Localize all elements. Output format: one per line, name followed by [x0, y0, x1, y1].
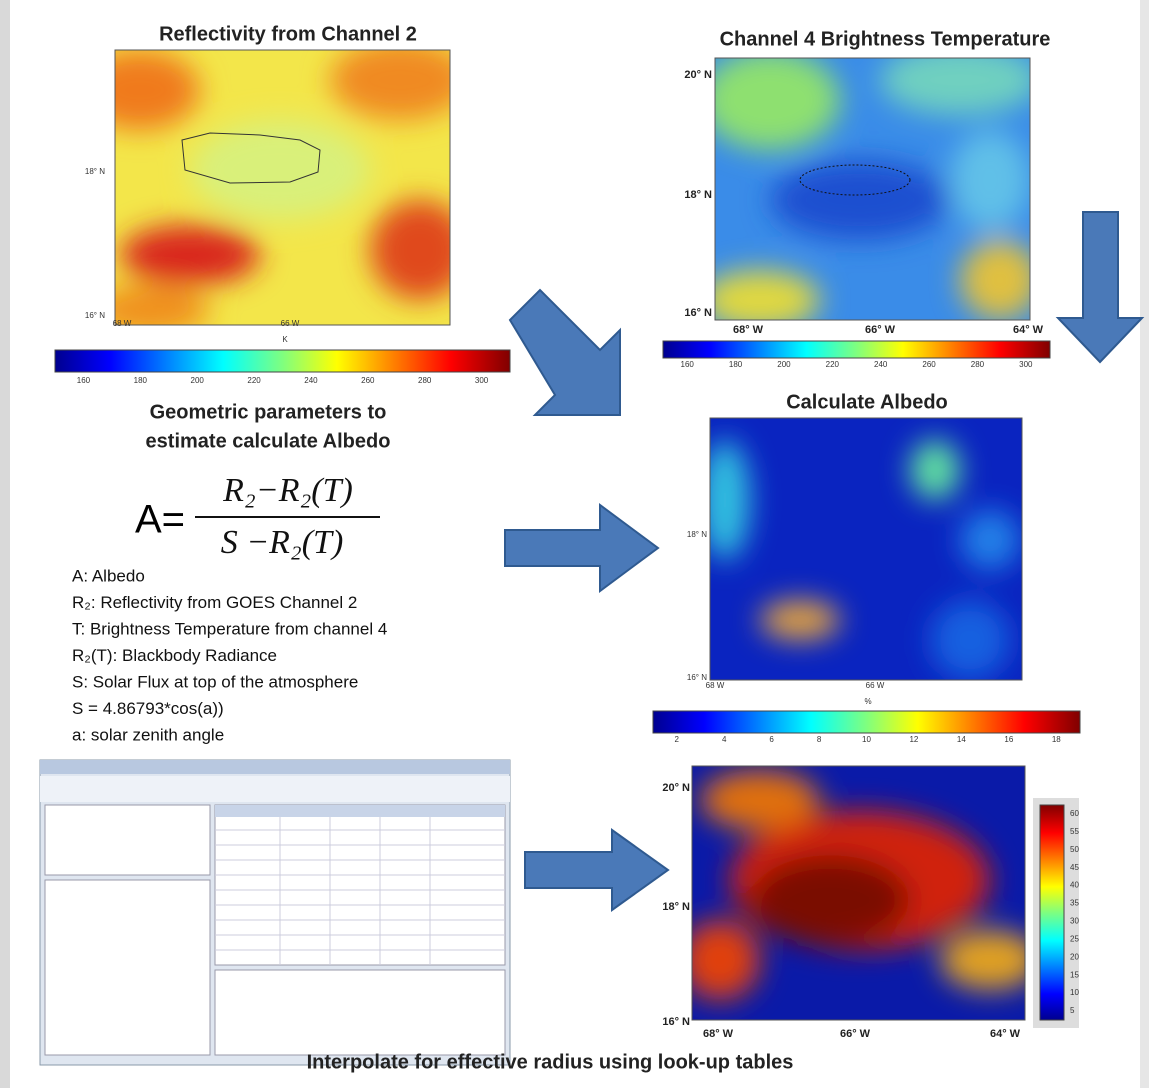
y-label: 18° N — [684, 189, 712, 201]
formula-numerator: R₂−R₂(T) — [222, 472, 353, 509]
colorbar-unit: % — [864, 697, 871, 706]
colorbar-tick: 240 — [874, 360, 888, 369]
y-label: 16° N — [662, 1016, 690, 1028]
colorbar-tick: 15 — [1070, 970, 1079, 979]
colorbar-tick: 300 — [475, 376, 489, 385]
method-heading: Geometric parameters to — [150, 401, 387, 423]
x-label: 66° W — [865, 324, 896, 336]
colorbar — [1040, 805, 1064, 1020]
definition: a: solar zenith angle — [72, 725, 224, 744]
edge — [0, 0, 10, 1088]
y-label: 16° N — [85, 311, 105, 320]
x-label: 68 W — [113, 319, 132, 328]
colorbar-tick: 5 — [1070, 1006, 1075, 1015]
colorbar-tick: 300 — [1019, 360, 1033, 369]
colorbar-tick: 45 — [1070, 863, 1079, 872]
colorbar-tick: 20 — [1070, 952, 1079, 961]
colorbar — [653, 711, 1080, 733]
y-label: 18° N — [85, 167, 105, 176]
colorbar-tick: 200 — [777, 360, 791, 369]
colorbar-tick: 180 — [729, 360, 743, 369]
y-label: 18° N — [687, 530, 707, 539]
definition: T: Brightness Temperature from channel 4 — [72, 619, 387, 638]
definition: R₂: Reflectivity from GOES Channel 2 — [72, 593, 357, 612]
colorbar-tick: 6 — [769, 735, 774, 744]
definition: A: Albedo — [72, 566, 145, 585]
colorbar-tick: 55 — [1070, 827, 1079, 836]
colorbar-tick: 4 — [722, 735, 727, 744]
x-label: 68° W — [703, 1028, 734, 1040]
x-label: 68 W — [706, 681, 725, 690]
panel-title: Reflectivity from Channel 2 — [159, 23, 417, 45]
edge — [1140, 0, 1149, 1088]
colorbar-tick: 60 — [1070, 809, 1079, 818]
software-screenshot — [40, 760, 510, 1065]
colorbar-tick: 200 — [191, 376, 205, 385]
slide: Geometric parameters to estimate calcula… — [0, 0, 1149, 1088]
formula-denominator: S −R₂(T) — [221, 524, 344, 561]
colorbar-tick: 240 — [304, 376, 318, 385]
colorbar-tick: 220 — [247, 376, 261, 385]
colorbar-tick: 18 — [1052, 735, 1061, 744]
colorbar-tick: 260 — [922, 360, 936, 369]
reflectivity-map — [80, 40, 470, 335]
y-label: 20° N — [684, 69, 712, 81]
definition: R₂(T): Blackbody Radiance — [72, 646, 277, 665]
colorbar-tick: 160 — [77, 376, 91, 385]
x-label: 66 W — [281, 319, 300, 328]
colorbar — [663, 341, 1050, 358]
x-label: 68° W — [733, 324, 764, 336]
colorbar-tick: 12 — [909, 735, 918, 744]
colorbar-tick: 35 — [1070, 899, 1079, 908]
colorbar-tick: 25 — [1070, 934, 1079, 943]
brightness-map — [700, 45, 1040, 330]
colorbar-tick: 14 — [957, 735, 966, 744]
colorbar-tick: 160 — [681, 360, 695, 369]
x-label: 64° W — [1013, 324, 1044, 336]
y-label: 20° N — [662, 782, 690, 794]
colorbar-tick: 280 — [418, 376, 432, 385]
colorbar-tick: 30 — [1070, 917, 1079, 926]
caption: Interpolate for effective radius using l… — [307, 1051, 794, 1073]
colorbar-tick: 180 — [134, 376, 148, 385]
y-label: 16° N — [684, 307, 712, 319]
x-label: 66 W — [866, 681, 885, 690]
colorbar-tick: 16 — [1004, 735, 1013, 744]
colorbar-unit: K — [282, 335, 288, 344]
colorbar-tick: 8 — [817, 735, 822, 744]
colorbar-tick: 10 — [1070, 988, 1079, 997]
colorbar — [55, 350, 510, 372]
y-label: 18° N — [662, 901, 690, 913]
colorbar-tick: 10 — [862, 735, 871, 744]
panel-title: Calculate Albedo — [786, 391, 948, 413]
albedo-map — [700, 418, 1022, 680]
x-label: 66° W — [840, 1028, 871, 1040]
colorbar-tick: 260 — [361, 376, 375, 385]
colorbar-tick: 2 — [674, 735, 679, 744]
colorbar-tick: 50 — [1070, 845, 1079, 854]
colorbar-tick: 280 — [971, 360, 985, 369]
method-heading: estimate calculate Albedo — [146, 430, 391, 452]
colorbar-tick: 40 — [1070, 881, 1079, 890]
definition: S: Solar Flux at top of the atmosphere — [72, 672, 358, 691]
x-label: 64° W — [990, 1028, 1021, 1040]
definition: S = 4.86793*cos(a)) — [72, 699, 224, 718]
panel-title: Channel 4 Brightness Temperature — [720, 28, 1051, 50]
y-label: 16° N — [687, 673, 707, 682]
effective-radius-map — [680, 766, 1040, 1020]
colorbar-tick: 220 — [826, 360, 840, 369]
formula-lhs: A= — [135, 498, 185, 542]
